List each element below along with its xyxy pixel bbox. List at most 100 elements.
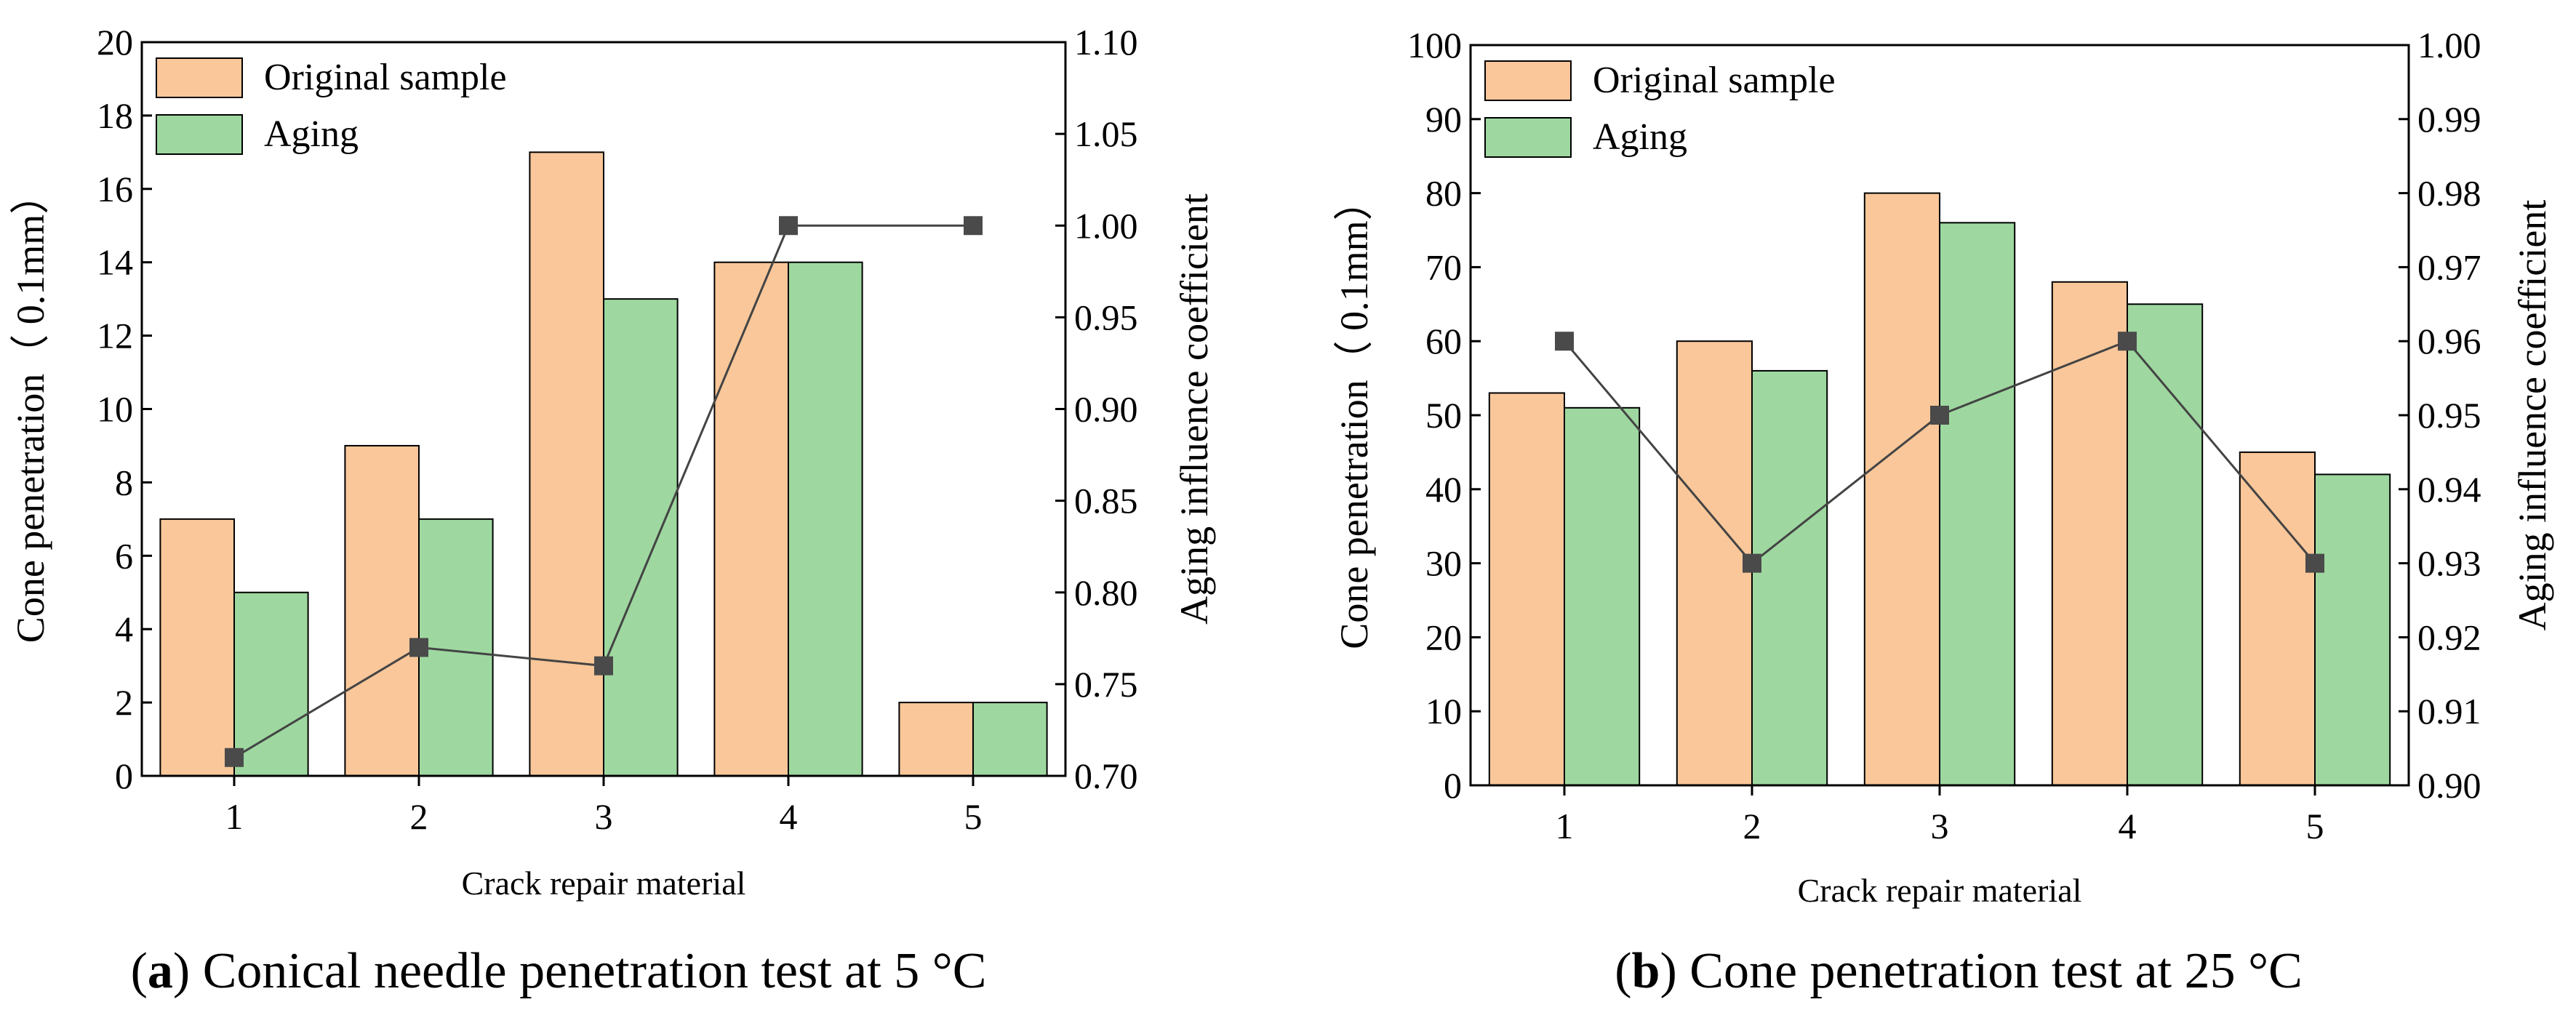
- caption-b: (b) Cone penetration test at 25 °C: [1615, 943, 2303, 999]
- y-tick-label: 20: [97, 22, 133, 63]
- y-tick-label: 0: [1444, 765, 1462, 806]
- y-tick-label: 20: [1425, 617, 1462, 657]
- y-tick-label: 10: [97, 389, 133, 430]
- x-axis-title: Crack repair material: [462, 865, 746, 902]
- bar-aging-5: [2314, 473, 2391, 786]
- y-tick-label: 16: [97, 169, 133, 209]
- x-tick-label: 2: [1743, 806, 1761, 846]
- y-tick-label: 8: [115, 462, 133, 502]
- aging-coefficient-marker-3: [594, 656, 613, 676]
- y-tick-label: 18: [97, 95, 133, 136]
- bar-aging-3: [603, 298, 679, 777]
- chart-a: 024681012141618200.700.750.800.850.900.9…: [9, 22, 1216, 902]
- caption-label: Cone penetration test at 25 °C: [1677, 943, 2303, 999]
- y-tick-label: 0: [115, 756, 133, 796]
- bar-original-2: [344, 444, 420, 777]
- y2-tick-label: 0.95: [1074, 297, 1138, 337]
- bar-original-1: [159, 518, 235, 777]
- aging-coefficient-marker-2: [409, 638, 428, 657]
- chart-b: 0 10 20 30 40 50 60 70 80 90 100 0.90 0.91 0.92 0.93 0.…: [1332, 25, 2554, 909]
- bar-aging-2: [418, 518, 494, 777]
- caption-paren-open: (: [131, 943, 148, 999]
- y2-tick-label: 0.91: [2417, 691, 2481, 732]
- aging-coefficient-marker-2: [1743, 553, 1761, 573]
- y-tick-label: 80: [1425, 173, 1462, 214]
- y2-tick-label: 0.96: [2417, 321, 2481, 361]
- legend-label-original: Original sample: [264, 57, 507, 98]
- y2-tick-label: 1.00: [2417, 25, 2481, 65]
- bar-original-2: [1676, 340, 1753, 786]
- y2-tick-label: 0.75: [1074, 664, 1138, 705]
- y2-tick-label: 1.10: [1074, 22, 1138, 63]
- legend-swatch-aging: [156, 114, 243, 155]
- y-tick-label: 30: [1425, 543, 1462, 584]
- y2-tick-label: 1.00: [1074, 205, 1138, 246]
- caption-paren-close: ): [173, 943, 190, 999]
- y2-tick-label: 0.95: [2417, 395, 2481, 436]
- y2-tick-label: 0.92: [2417, 617, 2481, 657]
- legend-swatch-original: [156, 57, 243, 98]
- aging-coefficient-marker-4: [779, 216, 798, 236]
- aging-coefficient-marker-1: [1555, 332, 1574, 351]
- y-tick-label: 14: [97, 242, 133, 283]
- bar-original-5: [2239, 451, 2316, 787]
- y-tick-label: 90: [1425, 99, 1462, 140]
- x-tick-label: 5: [2306, 806, 2324, 846]
- y2-tick-label: 0.99: [2417, 99, 2481, 140]
- x-tick-label: 4: [780, 796, 798, 837]
- y-tick-label: 6: [115, 535, 133, 576]
- y2-axis-title: Aging influence coefficient: [2511, 200, 2554, 631]
- bar-original-3: [529, 151, 605, 777]
- y2-tick-label: 0.80: [1074, 572, 1138, 613]
- y2-axis-title: Aging influence coefficient: [1172, 193, 1216, 625]
- legend-label-original: Original sample: [1593, 60, 1836, 101]
- x-tick-label: 2: [410, 796, 428, 837]
- bar-aging-4: [2127, 303, 2204, 786]
- y2-tick-label: 0.97: [2417, 247, 2481, 287]
- y-axis-title: Cone penetration（ 0.1mm）: [9, 175, 52, 643]
- y-tick-label: 70: [1425, 247, 1462, 287]
- bar-aging-3: [1939, 222, 2016, 786]
- x-tick-label: 4: [2119, 806, 2137, 846]
- y-tick-label: 10: [1425, 691, 1462, 732]
- bar-aging-2: [1751, 369, 1828, 787]
- x-tick-label: 5: [964, 796, 983, 837]
- y-axis-title: Cone penetration（ 0.1mm）: [1332, 181, 1376, 649]
- y-tick-label: 12: [97, 316, 133, 356]
- y-tick-label: 2: [115, 682, 133, 723]
- y2-tick-label: 1.05: [1074, 113, 1138, 154]
- legend-swatch-original: [1484, 60, 1572, 101]
- aging-coefficient-marker-5: [2305, 553, 2324, 573]
- x-tick-label: 3: [1931, 806, 1949, 846]
- caption-a: (a) Conical needle penetration test at 5…: [131, 943, 987, 999]
- caption-paren-close: ): [1660, 943, 1676, 999]
- caption-letter: b: [1632, 943, 1660, 999]
- bar-aging-5: [972, 702, 1048, 777]
- bar-aging-1: [233, 591, 309, 777]
- y-tick-label: 50: [1425, 395, 1462, 436]
- legend-label-aging: Aging: [264, 113, 359, 155]
- y2-tick-label: 0.98: [2417, 173, 2481, 214]
- y2-tick-label: 0.90: [2417, 765, 2481, 806]
- y-tick-label: 60: [1425, 321, 1462, 361]
- caption-letter: a: [148, 943, 173, 999]
- bar-original-3: [1863, 192, 1941, 787]
- bar-original-4: [2051, 281, 2129, 786]
- y-tick-label: 100: [1407, 25, 1462, 65]
- aging-coefficient-marker-1: [225, 748, 244, 767]
- x-tick-label: 3: [595, 796, 613, 837]
- x-axis-title: Crack repair material: [1798, 872, 2082, 909]
- bar-original-5: [898, 702, 975, 777]
- y2-tick-label: 0.85: [1074, 481, 1138, 521]
- aging-coefficient-marker-3: [1930, 406, 1949, 425]
- caption-paren-open: (: [1615, 943, 1631, 999]
- aging-coefficient-marker-4: [2118, 332, 2137, 351]
- y2-tick-label: 0.90: [1074, 389, 1138, 430]
- legend-swatch-aging: [1484, 117, 1572, 158]
- caption-label: Conical needle penetration test at 5 °C: [190, 943, 986, 999]
- legend-label-aging: Aging: [1593, 116, 1687, 158]
- y-tick-label: 4: [115, 609, 133, 649]
- y-tick-label: 40: [1425, 469, 1462, 510]
- bar-original-4: [713, 261, 790, 777]
- bar-aging-4: [788, 261, 863, 777]
